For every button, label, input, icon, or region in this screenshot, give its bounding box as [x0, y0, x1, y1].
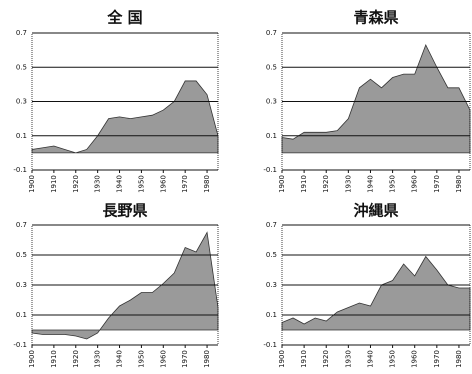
x-tick-label: 1940 [116, 175, 124, 193]
plot-frame [31, 224, 219, 346]
y-tick-label: 0.1 [266, 132, 277, 140]
chart-title: 全 国 [106, 9, 142, 27]
x-tick-label: 1980 [455, 350, 463, 368]
area [281, 255, 471, 331]
x-tick-label: 1920 [72, 350, 80, 368]
x-tick-label: 1910 [300, 350, 308, 368]
x-tick-label: 1960 [411, 350, 419, 368]
area [31, 80, 219, 154]
area [31, 231, 219, 340]
plot-frame [31, 32, 219, 171]
x-tick-label: 1970 [433, 175, 441, 193]
x-tick-label: 1930 [94, 350, 102, 368]
x-tick-label: 1970 [433, 350, 441, 368]
chart-title: 長野県 [102, 202, 147, 220]
y-tick-label: 0.3 [16, 98, 27, 106]
y-tick-label: 0.7 [16, 29, 27, 37]
y-tick-label: 0.7 [266, 29, 277, 37]
y-tick-label: 0.3 [266, 281, 277, 289]
x-tick-label: 1910 [50, 175, 58, 193]
y-tick-label: 0.7 [16, 221, 27, 229]
area [281, 43, 471, 154]
chart-title: 青森県 [353, 9, 398, 27]
y-tick-label: 0.5 [266, 251, 277, 259]
x-tick-label: 1930 [94, 175, 102, 193]
x-tick-label: 1960 [159, 350, 167, 368]
y-tick-label: 0.1 [16, 311, 27, 319]
x-tick-label: 1930 [344, 350, 352, 368]
x-tick-label: 1920 [322, 175, 330, 193]
y-tick-label: -0.1 [263, 341, 277, 349]
x-tick-label: 1950 [137, 175, 145, 193]
x-tick-label: 1900 [28, 350, 36, 368]
y-tick-label: 0.3 [266, 98, 277, 106]
y-tick-label: -0.1 [13, 341, 27, 349]
y-tick-label: 0.5 [266, 63, 277, 71]
y-tick-label: 0.7 [266, 221, 277, 229]
x-tick-label: 1940 [366, 350, 374, 368]
x-tick-label: 1980 [455, 175, 463, 193]
x-tick-label: 1960 [159, 175, 167, 193]
plot-frame [281, 224, 471, 346]
y-tick-label: -0.1 [263, 166, 277, 174]
y-tick-label: 0.5 [16, 251, 27, 259]
x-tick-label: 1970 [181, 350, 189, 368]
y-tick-label: -0.1 [13, 166, 27, 174]
y-tick-label: 0.3 [16, 281, 27, 289]
x-tick-label: 1900 [28, 175, 36, 193]
plot-frame [281, 32, 471, 171]
chart-title: 沖縄県 [353, 202, 398, 220]
x-tick-label: 1980 [203, 175, 211, 193]
y-tick-label: 0.1 [16, 132, 27, 140]
x-tick-label: 1930 [344, 175, 352, 193]
x-tick-label: 1960 [411, 175, 419, 193]
x-tick-label: 1900 [278, 175, 286, 193]
x-tick-label: 1940 [116, 350, 124, 368]
x-tick-label: 1920 [322, 350, 330, 368]
x-tick-label: 1980 [203, 350, 211, 368]
x-tick-label: 1970 [181, 175, 189, 193]
x-tick-label: 1920 [72, 175, 80, 193]
x-tick-label: 1910 [50, 350, 58, 368]
x-tick-label: 1950 [389, 350, 397, 368]
y-tick-label: 0.1 [266, 311, 277, 319]
x-tick-label: 1910 [300, 175, 308, 193]
x-tick-label: 1940 [366, 175, 374, 193]
x-tick-label: 1950 [137, 350, 145, 368]
y-tick-label: 0.5 [16, 63, 27, 71]
x-tick-label: 1900 [278, 350, 286, 368]
x-tick-label: 1950 [389, 175, 397, 193]
